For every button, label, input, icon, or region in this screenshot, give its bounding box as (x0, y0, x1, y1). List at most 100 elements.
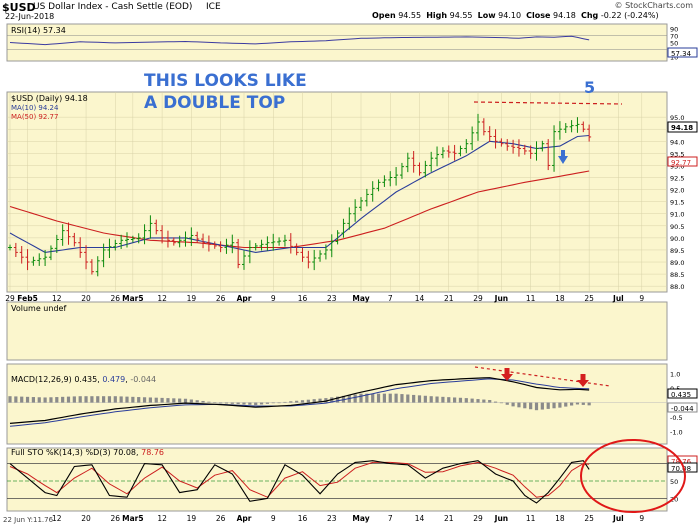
macd-histogram-bar (113, 396, 117, 403)
exchange-label: ICE (206, 2, 221, 12)
price-panel (6, 91, 668, 293)
highlight-circle (580, 439, 686, 513)
macd-histogram-bar (447, 397, 451, 403)
rsi-value-tag-text: 57.34 (671, 50, 692, 58)
macd-histogram-bar (102, 396, 106, 403)
macd-histogram-bar (207, 401, 211, 403)
macd-tick-label: -1.0 (670, 428, 683, 436)
macd-sep1: , (97, 375, 102, 384)
macd-histogram-bar (429, 396, 433, 403)
axis-ticks: 907050301095.094.594.093.593.092.592.091… (5, 26, 684, 524)
macd-histogram-bar (529, 402, 533, 410)
macd-histogram-bar (213, 402, 217, 404)
ma50-price-tag (667, 156, 698, 167)
date-tick-label: 18 (555, 294, 565, 303)
red-down-arrow-2-icon (577, 374, 589, 387)
macd-panel (6, 363, 668, 445)
macd-histogram-bar (376, 393, 381, 403)
date-tick-label: May (352, 294, 369, 303)
bottom-date-label: 11 (526, 514, 536, 523)
macd-histogram-bar (160, 397, 164, 403)
close-value: 94.18 (552, 11, 576, 20)
quote-summary: Open 94.55 High 94.55 Low 94.10 Close 94… (372, 11, 659, 20)
bottom-date-label: Jul (612, 514, 624, 523)
macd-histogram-bar (66, 396, 71, 403)
bottom-date-label: 16 (298, 514, 308, 523)
macd-histogram-bar (546, 402, 550, 409)
low-value: 94.10 (498, 11, 522, 20)
macd-histogram-bar (283, 401, 287, 403)
macd-sep2: , (125, 375, 130, 384)
price-tick-label: 89.5 (670, 247, 684, 255)
macd-histogram-bar (388, 393, 392, 403)
macd-histogram-bar (382, 393, 386, 403)
macd-histogram-bar (55, 397, 59, 403)
date-tick-label: 29 (473, 294, 483, 303)
macd-histogram-bar (43, 397, 47, 403)
macd-histogram-bar (306, 399, 310, 403)
bottom-date-label: 21 (444, 514, 454, 523)
macd-histogram-bar (201, 400, 205, 403)
bottom-date-label: 18 (555, 514, 565, 523)
macd-value-tag-text: 0.435 (671, 391, 691, 399)
rsi-value-tag (667, 47, 698, 58)
ma10-legend: MA(10) 94.24 (11, 104, 59, 112)
price-tick-label: 93.5 (670, 150, 684, 158)
macd-divergence-line (474, 366, 611, 387)
ma10-series (9, 134, 590, 253)
macd-hist-tag (667, 402, 698, 413)
close-price-tag-text: 94.18 (671, 124, 693, 132)
rsi-tick-label: 70 (670, 33, 678, 41)
macd-histogram-bar (540, 402, 544, 410)
price-tick-label: 90.5 (670, 223, 684, 231)
macd-histogram-bar (142, 397, 147, 403)
volume-panel (6, 301, 668, 361)
macd-histogram-bar (353, 394, 357, 403)
macd-histogram-bar (441, 396, 445, 403)
macd-histogram-bar (61, 396, 65, 403)
sto-d-line (9, 461, 590, 498)
price-tick-label: 88.5 (670, 271, 684, 279)
bottom-date-label: 19 (187, 514, 197, 523)
macd-histogram-bar (166, 398, 170, 403)
macd-histogram-bar (575, 402, 580, 405)
macd-histogram-bar (195, 400, 199, 403)
macd-histogram-bar (265, 402, 269, 404)
chart-header: $USD US Dollar Index - Cash Settle (EOD)… (0, 0, 698, 22)
macd-histogram-bar (259, 402, 264, 405)
macd-tick-label: -0.5 (670, 414, 683, 422)
bottom-date-label: 12 (157, 514, 167, 523)
macd-histogram-bar (96, 396, 100, 403)
date-tick-label: 19 (187, 294, 197, 303)
blue-up-arrow-icon (558, 150, 568, 164)
date-tick-label: 25 (584, 294, 594, 303)
macd-histogram-bar (564, 402, 568, 407)
macd-histogram-bar (412, 394, 416, 403)
macd-histogram-bar (406, 394, 410, 403)
price-legend: $USD (Daily) 94.18 (11, 94, 88, 103)
footer-date: 22 Jun Y:11.76 (3, 516, 54, 524)
macd-histogram-bar (224, 402, 229, 404)
bottom-date-label: 9 (271, 514, 276, 523)
macd-histogram-bar (230, 402, 234, 404)
date-tick-label: 26 (216, 294, 226, 303)
bottom-date-label: 26 (111, 514, 121, 523)
sto-d-value: 78.76 (141, 448, 164, 457)
macd-histogram-bar (359, 393, 363, 403)
macd-histogram-bar (505, 402, 509, 405)
macd-histogram-bar (172, 398, 176, 403)
high-value: 94.55 (449, 11, 473, 20)
macd-signal-value: 0.479 (102, 375, 125, 384)
bottom-date-label: 26 (216, 514, 226, 523)
macd-histogram-bar (493, 401, 498, 403)
wave-5-label: 5 (584, 78, 595, 97)
ticker-symbol: $USD (2, 1, 36, 14)
sto-sep: , (136, 448, 141, 457)
macd-histogram-bar (511, 402, 515, 407)
macd-histogram-bar (300, 400, 305, 403)
change-value: -0.22 (-0.24%) (600, 11, 659, 20)
bottom-date-label: Mar5 (122, 514, 143, 523)
macd-signal-line (9, 378, 590, 427)
sto-legend-title: Full STO %K(14,3) %D(3) 70.08, 78.76 (11, 448, 164, 457)
open-value: 94.55 (398, 11, 422, 20)
